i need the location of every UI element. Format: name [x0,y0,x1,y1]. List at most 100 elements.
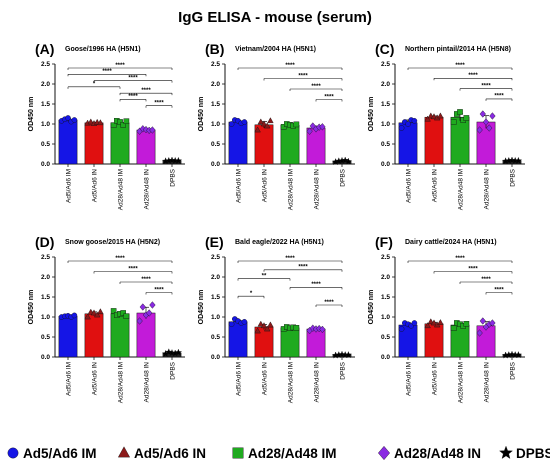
y-tick-label: 2.5 [211,254,220,261]
legend-label: Ad28/Ad48 IN [394,446,481,461]
data-point [463,321,470,327]
data-point [90,309,98,316]
data-point [123,313,130,320]
data-point [309,122,316,130]
y-tick-label: 0.0 [211,161,220,168]
data-point [264,325,271,332]
x-tick-label: Ad5/Ad6 IN [92,169,99,203]
panel-letter: (F) [375,234,393,250]
panel-letter: (A) [35,41,54,57]
x-tick-label: Ad28/Ad48 IN [144,169,151,210]
significance-label: **** [141,277,151,283]
data-point [293,121,300,128]
data-point [71,117,78,123]
data-point [424,115,431,122]
data-point [398,125,405,131]
panel-letter: (D) [35,234,54,250]
bar [280,327,300,358]
chart-panel: (F) Dairy cattle/2024 HA (H5N1) 0.0 0.5 1.0 1… [368,234,525,403]
y-tick-label: 2.0 [381,274,390,281]
significance-label: **** [298,73,308,79]
data-point [405,121,411,127]
bar [58,315,78,358]
significance-label: **** [128,94,138,100]
data-point [450,325,457,332]
significance-label: **** [311,84,321,90]
x-tick-label: Ad28/Ad48 IM [458,169,465,210]
y-tick-label: 0.0 [41,354,50,361]
x-tick-label: Ad28/Ad48 IN [144,362,151,403]
x-tick-label: Ad5/Ad6 IM [66,169,73,203]
legend-label: Ad5/Ad6 IN [134,446,206,461]
legend-item: Ad5/Ad6 IM [7,446,97,461]
significance-label: **** [102,69,112,75]
data-point [411,320,418,326]
y-tick-label: 0.5 [381,141,390,148]
y-tick-label: 0.5 [41,141,50,148]
data-point [94,311,101,318]
data-point [260,120,268,127]
y-tick-label: 1.5 [41,294,50,301]
data-point [87,118,94,125]
x-tick-label: Ad28/Ad48 IM [118,362,125,403]
y-axis-label: OD450 nm [368,290,375,325]
y-tick-label: 1.0 [211,314,220,321]
significance-label: **** [494,287,504,293]
data-point [437,112,444,119]
y-tick-label: 1.0 [41,121,50,128]
x-tick-label: Ad5/Ad6 IM [236,169,243,203]
data-point [482,118,490,126]
x-tick-label: DPBS [170,361,177,379]
data-point [65,115,71,121]
x-tick-label: Ad28/Ad48 IM [118,169,125,210]
data-point [139,303,146,311]
y-axis-label: OD450 nm [28,290,35,325]
x-tick-label: Ad5/Ad6 IM [406,169,413,203]
significance-label: ** [262,273,267,279]
x-tick-label: DPBS [510,361,517,379]
chart-panel: (C) Northern pintail/2014 HA (H5N8) 0.0 0.5… [368,41,525,210]
panel-letter: (C) [375,41,394,57]
bar [280,124,300,165]
data-point [489,319,496,327]
data-point [146,309,153,317]
data-point [476,126,483,134]
data-point [424,322,431,329]
significance-label: **** [128,266,138,272]
significance-label: **** [285,63,295,69]
significance-label: **** [481,277,491,283]
data-point [264,122,271,129]
data-point [71,312,78,319]
significance-label: **** [128,75,138,81]
data-point [174,156,183,164]
data-point [267,321,274,328]
data-point [123,118,130,124]
y-tick-label: 0.0 [381,354,390,361]
x-tick-label: Ad5/Ad6 IN [432,169,439,203]
data-point [120,310,126,316]
bar [84,122,104,165]
significance-label: **** [154,287,164,293]
data-point [97,119,104,126]
y-tick-label: 1.0 [41,314,50,321]
significance-label: **** [115,256,125,262]
x-tick-label: DPBS [340,168,347,186]
y-axis-label: OD450 nm [368,97,375,132]
significance-label: **** [311,282,321,288]
data-point [97,308,104,315]
y-tick-label: 2.5 [381,254,390,261]
data-point [267,117,274,124]
significance-label: **** [468,266,478,272]
x-tick-label: Ad28/Ad48 IN [484,169,491,210]
data-point [254,126,261,133]
figure-title: IgG ELISA - mouse (serum) [178,9,372,26]
y-axis-label: OD450 nm [198,290,205,325]
x-tick-label: DPBS [340,361,347,379]
significance-label: **** [115,63,125,69]
significance-label: * [250,291,253,297]
data-point [136,317,143,325]
x-tick-label: Ad28/Ad48 IN [484,362,491,403]
y-tick-label: 2.5 [41,254,50,261]
data-point [260,322,268,329]
bar [424,116,444,165]
